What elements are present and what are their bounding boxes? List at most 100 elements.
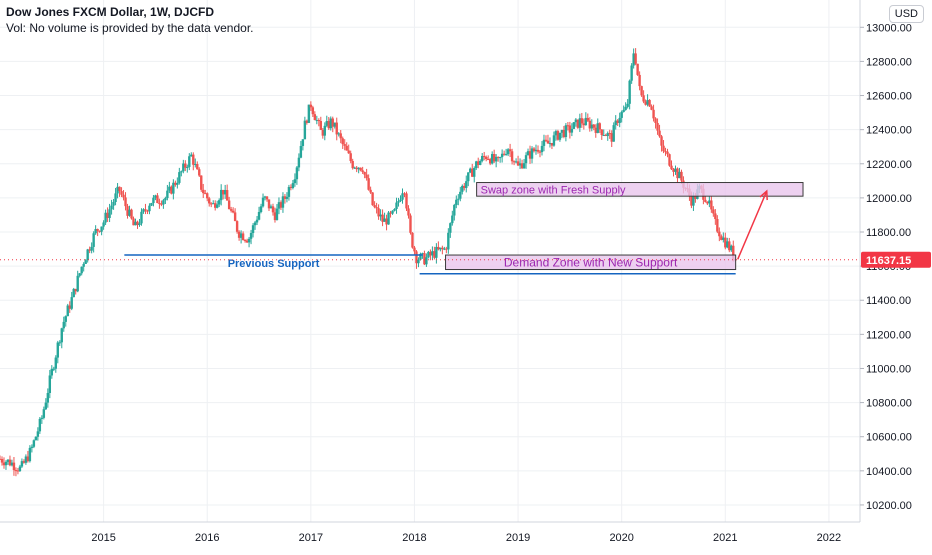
candle-body (397, 201, 400, 203)
candle-body (716, 219, 719, 232)
candle-body (415, 251, 418, 264)
candle-body (610, 133, 613, 142)
candle-body (475, 161, 478, 169)
candle-body (180, 171, 183, 173)
candle-body (496, 156, 500, 158)
swap-zone-rect[interactable] (476, 182, 804, 197)
candle-body (612, 125, 615, 142)
candle-body (182, 163, 185, 172)
candle-body (536, 149, 540, 152)
candle-body (365, 174, 368, 179)
x-tick-label: 2020 (609, 532, 633, 544)
candle-body (520, 163, 524, 169)
candle-body (259, 206, 263, 213)
candle-body (447, 232, 450, 250)
candle-body (708, 200, 711, 204)
candle-body (22, 461, 26, 463)
candle-body (662, 145, 665, 152)
candle-body (148, 205, 151, 212)
candle-body (425, 257, 428, 265)
candle-body (514, 161, 518, 163)
candle-body (353, 167, 356, 169)
candle-body (10, 462, 14, 466)
candle-body (588, 120, 592, 129)
x-tick-label: 2019 (506, 532, 530, 544)
candle-body (638, 74, 641, 87)
candle-body (0, 458, 2, 460)
candle-body (86, 249, 89, 261)
candle-body (26, 456, 30, 462)
candle-body (718, 231, 721, 237)
previous-support-label: Previous Support (228, 258, 320, 270)
candle-body (16, 470, 20, 472)
symbol-title[interactable]: Dow Jones FXCM Dollar, 1W, DJCFD (6, 5, 215, 19)
candle-body (18, 466, 22, 471)
candle-body (186, 166, 189, 168)
candle-body (92, 233, 95, 247)
candle-body (204, 193, 207, 195)
candle-body (166, 190, 169, 199)
candle-body (664, 151, 667, 153)
candle-body (293, 179, 297, 184)
candle-body (60, 328, 63, 343)
candle-body (710, 200, 713, 210)
candle-body (646, 100, 649, 105)
currency-selector-button[interactable]: USD (888, 5, 924, 23)
candle-body (285, 196, 289, 199)
candle-body (409, 215, 412, 233)
candle-body (490, 154, 494, 164)
candle-body (427, 251, 430, 258)
candle-body (349, 153, 352, 161)
candle-body (550, 142, 554, 146)
candle-body (672, 169, 675, 172)
candle-body (369, 189, 372, 193)
candle-body (560, 129, 564, 133)
candle-body (508, 149, 512, 152)
candle-body (401, 193, 404, 200)
candle-body (437, 246, 440, 250)
candle-body (385, 218, 388, 225)
candle-body (389, 212, 392, 214)
candle-body (562, 129, 566, 138)
candle-body (255, 219, 259, 223)
candle-body (674, 168, 677, 172)
candle-body (317, 120, 321, 122)
candle-body (383, 218, 386, 222)
candle-body (652, 109, 655, 119)
candle-body (50, 368, 54, 376)
candle-body (576, 119, 580, 128)
candle-body (82, 263, 85, 267)
x-tick-label: 2015 (91, 532, 115, 544)
candle-body (510, 151, 514, 162)
candle-body (668, 154, 671, 166)
candle-body (471, 168, 474, 177)
candle-body (375, 207, 378, 209)
candle-body (624, 106, 627, 110)
projection-arrow[interactable] (737, 190, 768, 260)
candle-body (566, 125, 570, 127)
candle-body (297, 157, 301, 168)
candle-body (632, 53, 635, 66)
candle-body (303, 120, 307, 140)
candle-body (20, 461, 24, 467)
candle-body (457, 198, 460, 200)
candle-body (138, 223, 141, 226)
candle-body (337, 133, 340, 135)
candle-body (407, 208, 410, 216)
candle-body (455, 199, 458, 205)
candle-body (2, 462, 6, 466)
candle-body (411, 232, 414, 248)
candle-body (592, 124, 595, 128)
candle-body (136, 221, 139, 226)
candle-body (323, 125, 326, 136)
demand-zone-rect[interactable] (445, 254, 737, 271)
candle-body (146, 210, 149, 212)
candle-body (644, 101, 647, 105)
candle-body (154, 195, 157, 198)
candle-body (4, 461, 8, 466)
candle-body (373, 205, 376, 208)
candle-body (120, 191, 123, 195)
candle-body (54, 357, 57, 369)
